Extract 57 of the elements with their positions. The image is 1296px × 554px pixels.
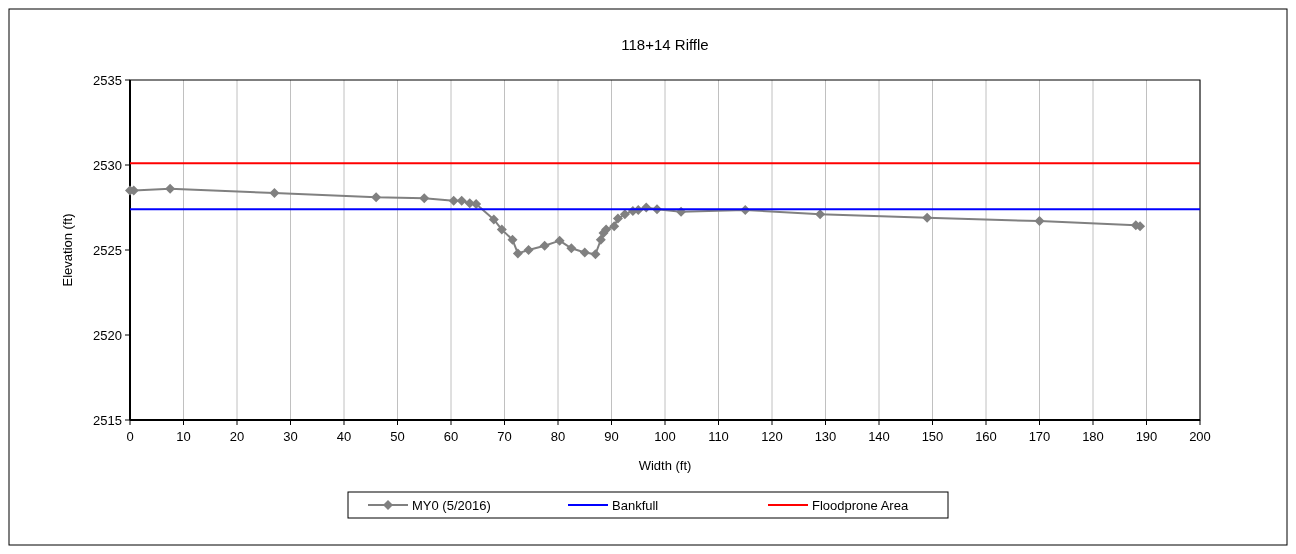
x-tick-label: 70 [497,429,512,444]
x-tick-label: 120 [761,429,783,444]
x-tick-label: 60 [443,429,459,444]
legend-label: Bankfull [612,497,659,513]
x-tick-label: 100 [654,429,676,444]
y-tick-label: 2515 [93,412,122,428]
point [815,209,826,220]
point [612,213,623,224]
x-tick-label: 80 [550,429,566,444]
point [496,224,507,235]
y-tick-label: 2525 [93,242,122,258]
legend-label: Floodprone Area [812,497,909,513]
point [554,235,565,246]
point [619,209,630,220]
x-tick-label: 50 [390,429,405,444]
legend-label: MY0 (5/2016) [412,497,491,513]
point [464,198,475,209]
point [590,249,601,260]
x-tick-label: 200 [1189,429,1211,444]
x-tick-label: 110 [708,429,729,444]
x-tick-label: 10 [176,429,191,444]
point [488,214,499,225]
point [165,183,176,194]
y-tick-label: 2530 [93,157,122,173]
x-tick-label: 180 [1082,429,1104,444]
point [579,247,590,258]
point [1034,216,1045,227]
point [595,234,606,245]
point [419,193,430,204]
x-tick-label: 160 [975,429,997,444]
x-tick-label: 40 [336,429,352,444]
x-tick-label: 20 [229,429,245,444]
point [523,245,534,255]
x-axis-title: Width (ft) [638,458,692,473]
x-tick-label: 30 [283,429,298,444]
point [371,192,382,203]
point [922,212,933,223]
point [456,195,467,206]
x-tick-label: 140 [868,429,890,444]
x-tick-label: 0 [126,429,134,444]
y-tick-label: 2520 [93,327,122,343]
point [539,240,550,251]
point [609,221,620,232]
x-tick-label: 130 [814,429,837,444]
x-tick-label: 150 [921,429,944,444]
point [507,234,518,245]
x-tick-label: 190 [1135,429,1158,444]
y-axis-title: Elevation (ft) [60,213,75,287]
x-tick-label: 90 [604,429,619,444]
point [566,243,577,254]
chart-title: 118+14 Riffle [621,36,709,53]
point [269,188,280,199]
point [448,195,459,206]
y-tick-label: 2535 [93,72,122,88]
point [471,199,482,210]
point [512,248,523,259]
x-tick-label: 170 [1028,429,1051,444]
